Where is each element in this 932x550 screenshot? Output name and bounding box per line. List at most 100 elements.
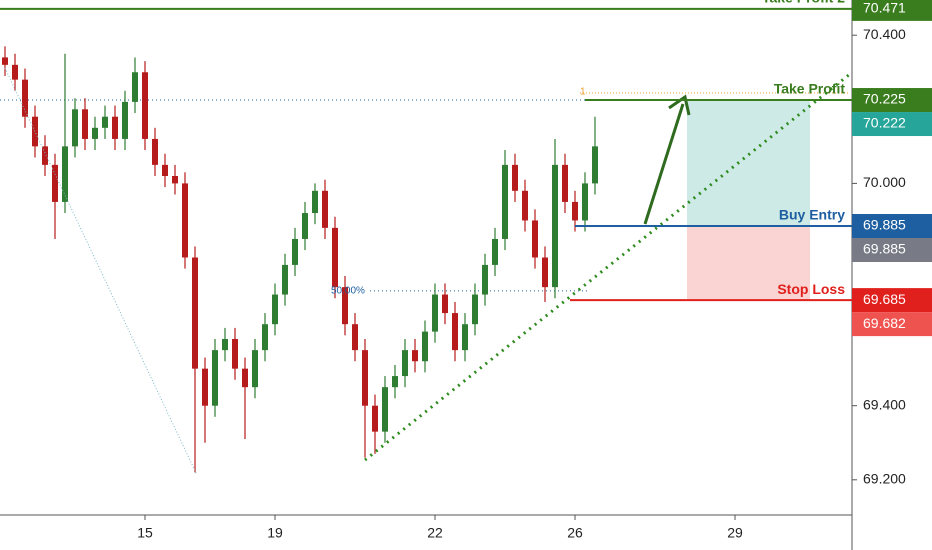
candles (2, 46, 598, 473)
x-tick-label: 15 (137, 525, 153, 541)
level-label: Take Profit 2 (762, 0, 845, 6)
price-tag (852, 112, 932, 137)
candle-body (382, 387, 388, 432)
candle-body (22, 79, 28, 117)
candle-body (142, 72, 148, 139)
candle-body (72, 109, 78, 147)
candle-body (492, 238, 498, 265)
candle-body (452, 313, 458, 351)
candle-body (432, 294, 438, 332)
y-tick-label: 70.400 (863, 26, 906, 42)
candle-body (302, 213, 308, 239)
price-tag (852, 288, 932, 313)
candle-body (162, 164, 168, 176)
candle-body (182, 183, 188, 258)
price-tag-label: 69.682 (863, 315, 906, 331)
candle-body (42, 146, 48, 165)
candle-body (122, 101, 128, 139)
level-label: Buy Entry (779, 207, 845, 223)
candle-body (372, 405, 378, 432)
price-tag-label: 69.885 (863, 217, 906, 233)
price-tag (852, 238, 932, 263)
level-label: Stop Loss (777, 281, 845, 297)
price-tag (852, 0, 932, 21)
candle-body (272, 294, 278, 325)
arrow-shaft (643, 103, 685, 225)
candle-body (462, 324, 468, 351)
fib-line (4, 67, 198, 476)
candle-body (192, 257, 198, 369)
profit-zone (687, 100, 810, 227)
x-tick-label: 22 (427, 525, 443, 541)
candle-body (582, 183, 588, 221)
x-tick-label: 29 (727, 525, 743, 541)
candle-body (562, 164, 568, 202)
price-tag-label: 70.222 (863, 115, 906, 131)
overlay (4, 67, 851, 476)
candle-body (442, 294, 448, 314)
candle-body (472, 294, 478, 325)
x-tick-label: 19 (267, 525, 283, 541)
candle-body (232, 339, 238, 369)
candle-body (332, 227, 338, 288)
candle-body (572, 201, 578, 221)
x-tick-label: 26 (567, 525, 583, 541)
candle-body (422, 331, 428, 362)
arrow-head (668, 94, 691, 116)
price-tag-label: 70.225 (863, 91, 906, 107)
candle-body (52, 164, 58, 202)
candle-body (292, 238, 298, 265)
y-tick-label: 69.200 (863, 471, 906, 487)
candle-body (342, 287, 348, 325)
price-tag-label: 70.471 (863, 0, 906, 16)
candle-body (542, 257, 548, 288)
candle-body (502, 164, 508, 239)
candle-body (252, 350, 258, 388)
price-tag (852, 312, 932, 337)
candle-body (12, 64, 18, 80)
price-tag-label: 69.885 (863, 241, 906, 257)
candle-body (222, 339, 228, 351)
candle-body (552, 164, 558, 288)
candle-body (362, 350, 368, 406)
candle-body (262, 324, 268, 351)
candle-body (312, 190, 318, 214)
fib-label: 50.00% (331, 285, 365, 296)
candle-body (592, 146, 598, 184)
candle-body (32, 116, 38, 147)
candle-body (322, 190, 328, 228)
price-tag (852, 214, 932, 239)
fib-label: 1 (580, 87, 586, 98)
candle-body (132, 72, 138, 102)
candle-body (482, 264, 488, 295)
candle-body (102, 116, 108, 128)
candle-body (242, 368, 248, 388)
loss-zone (687, 226, 810, 301)
candle-body (212, 350, 218, 406)
candle-body (112, 116, 118, 139)
candle-body (532, 220, 538, 258)
candle-body (202, 368, 208, 406)
candle-body (92, 127, 98, 139)
candle-body (2, 57, 8, 65)
candle-body (412, 350, 418, 362)
trend-line (364, 72, 851, 462)
drawings (0, 92, 852, 301)
price-tag-label: 69.685 (863, 291, 906, 307)
candle-body (512, 164, 518, 191)
candle-body (282, 264, 288, 295)
candle-body (352, 324, 358, 351)
candle-body (402, 350, 408, 377)
candle-body (152, 138, 158, 165)
y-tick-label: 69.400 (863, 396, 906, 412)
level-label: Take Profit (774, 81, 846, 97)
candle-body (522, 190, 528, 221)
y-tick-label: 70.000 (863, 174, 906, 190)
candle-body (62, 146, 68, 202)
price-tag (852, 88, 932, 113)
candle-body (172, 175, 178, 184)
candle-body (392, 376, 398, 388)
